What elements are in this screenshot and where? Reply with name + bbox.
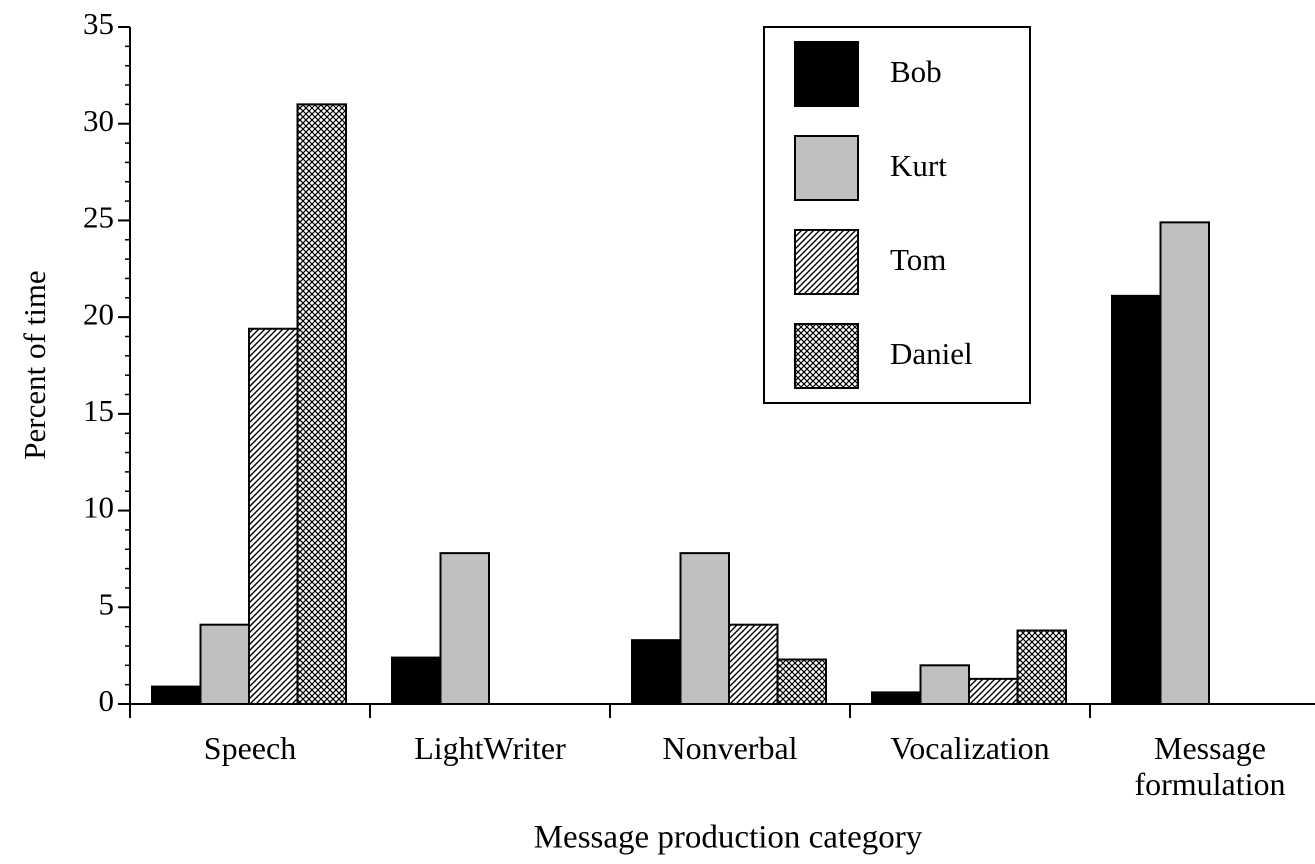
y-tick-label: 35 [83,6,114,41]
legend-label: Daniel [890,336,973,371]
bar [728,623,779,705]
bar [296,103,347,706]
bar [968,677,1019,706]
bar [248,327,299,705]
legend-swatch [794,41,859,107]
y-tick-label: 15 [83,393,114,428]
x-tick-label: Nonverbal [662,730,798,766]
bar [199,623,250,705]
x-tick-label: LightWriter [414,730,566,766]
legend-swatch [794,229,859,295]
y-axis-label: Percent of time [17,270,52,459]
bar [439,552,490,706]
bar [679,552,730,706]
bar [1111,294,1162,705]
legend-swatch [794,323,859,389]
y-tick-label: 5 [99,586,115,621]
bar [631,639,682,706]
x-axis-label: Message production category [534,820,923,856]
y-tick-label: 30 [83,103,114,138]
bar [919,664,970,705]
legend-label: Kurt [890,148,947,183]
bar [391,656,442,706]
bar [776,658,827,705]
y-tick-label: 25 [83,200,114,235]
y-tick-label: 10 [83,490,114,525]
x-tick-label: Speech [203,730,297,766]
x-tick-label: Vocalization [890,730,1050,766]
legend-swatch [794,135,859,201]
bar [1016,629,1067,705]
bar [871,691,922,706]
legend-label: Tom [890,242,946,277]
legend-label: Bob [890,54,942,89]
y-tick-label: 0 [99,683,115,718]
bar [151,685,202,706]
x-tick-label: Message formulation [1134,730,1286,802]
y-tick-label: 20 [83,296,114,331]
bar [1159,221,1210,705]
